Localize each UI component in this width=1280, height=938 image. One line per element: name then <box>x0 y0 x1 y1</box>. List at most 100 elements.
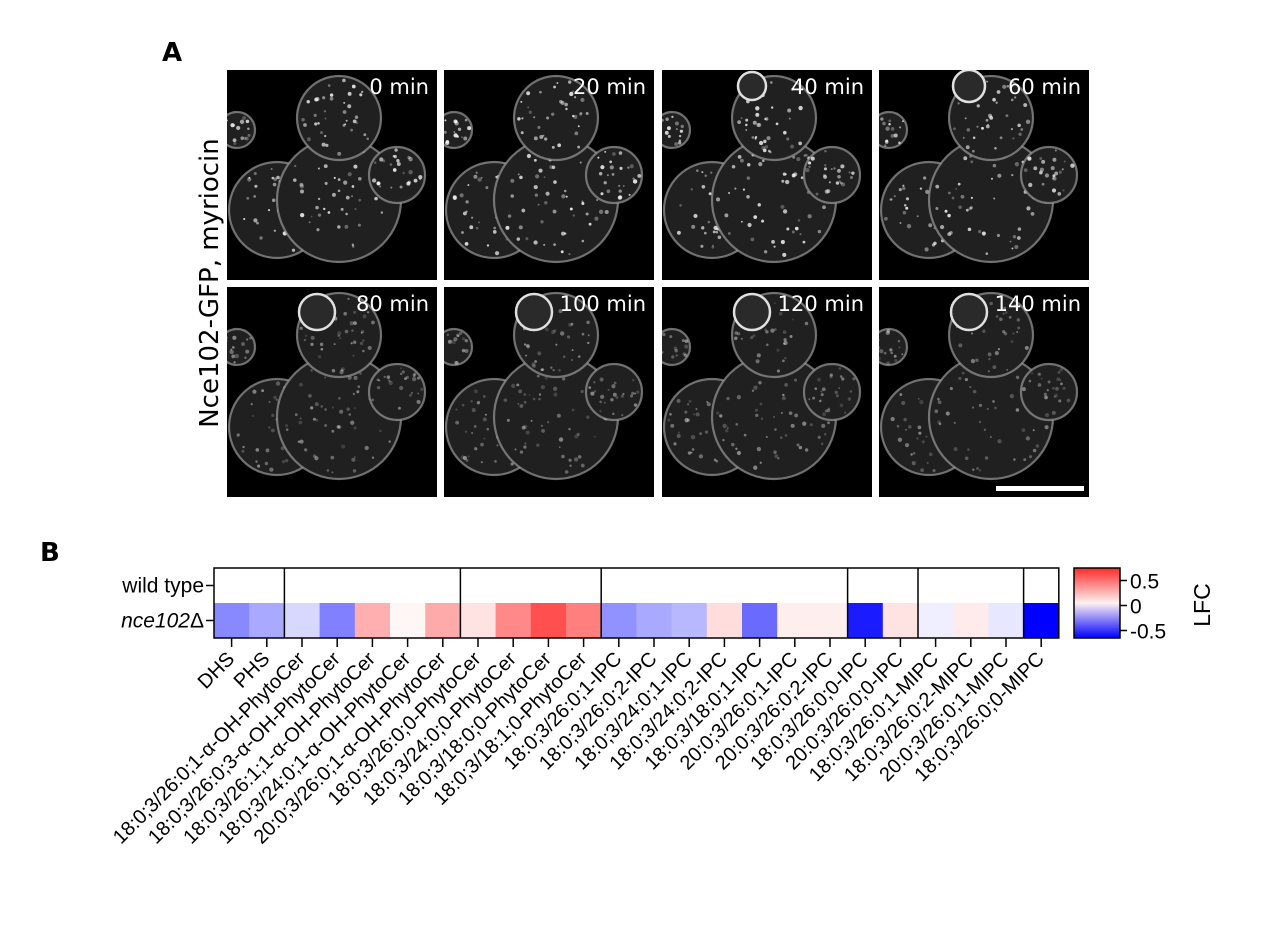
gfp-spot <box>1004 332 1008 336</box>
gfp-spot <box>924 247 929 252</box>
gfp-spot <box>752 334 756 338</box>
gfp-spot <box>543 176 546 179</box>
gfp-spot <box>357 385 361 388</box>
heatmap-cell <box>988 603 1025 639</box>
gfp-spot <box>824 432 827 436</box>
gfp-spot <box>972 389 977 394</box>
heatmap-cell <box>495 603 532 639</box>
gfp-spot <box>1054 149 1057 152</box>
gfp-spot <box>577 125 580 128</box>
gfp-spot <box>662 351 663 355</box>
heatmap-cell <box>847 603 884 639</box>
heatmap-cell <box>319 603 356 639</box>
gfp-spot <box>879 356 881 360</box>
gfp-spot <box>553 392 558 397</box>
gfp-spot <box>315 418 319 422</box>
gfp-spot <box>353 407 356 410</box>
gfp-spot <box>731 165 736 169</box>
cell-outline <box>227 327 257 367</box>
gfp-spot <box>553 180 557 184</box>
gfp-spot <box>271 198 276 203</box>
gfp-spot <box>746 195 750 199</box>
gfp-spot <box>394 148 398 152</box>
gfp-spot <box>354 456 356 458</box>
gfp-spot <box>536 443 540 447</box>
gfp-spot <box>357 223 361 227</box>
gfp-spot <box>561 377 566 381</box>
gfp-spot <box>627 166 630 169</box>
gfp-spot <box>699 432 702 435</box>
gfp-spot <box>371 178 377 183</box>
gfp-spot <box>574 131 579 136</box>
gfp-spot <box>628 193 631 196</box>
gfp-spot <box>1044 395 1048 400</box>
gfp-spot <box>671 355 675 359</box>
gfp-spot <box>964 378 969 382</box>
gfp-spot <box>1004 311 1008 314</box>
gfp-spot <box>995 101 998 104</box>
gfp-spot <box>988 113 993 118</box>
heatmap-cell <box>425 568 461 604</box>
gfp-spot <box>622 185 625 187</box>
gfp-spot <box>331 429 335 433</box>
gfp-spot <box>294 413 298 417</box>
gfp-spot <box>317 122 320 125</box>
micrograph-image <box>227 291 427 481</box>
gfp-spot <box>599 400 602 404</box>
gfp-spot <box>745 123 748 127</box>
gfp-spot <box>407 180 411 184</box>
gfp-spot <box>401 370 405 374</box>
gfp-spot <box>949 387 953 391</box>
gfp-spot <box>786 137 790 141</box>
gfp-spot <box>359 341 364 346</box>
gfp-spot <box>536 374 540 378</box>
gfp-spot <box>276 175 280 180</box>
gfp-spot <box>528 394 531 396</box>
gfp-spot <box>399 385 404 391</box>
gfp-spot <box>521 425 526 430</box>
gfp-spot <box>317 197 321 201</box>
gfp-spot <box>1026 206 1031 211</box>
gfp-spot <box>976 125 979 128</box>
micrograph-image <box>227 74 427 264</box>
gfp-spot <box>812 396 816 400</box>
gfp-spot <box>1052 176 1057 181</box>
gfp-spot <box>533 185 538 190</box>
gfp-spot <box>970 160 974 164</box>
gfp-spot <box>1051 410 1056 415</box>
gfp-spot <box>839 403 844 408</box>
gfp-spot <box>611 384 616 389</box>
gfp-spot <box>780 412 783 414</box>
gfp-spot <box>1015 375 1020 380</box>
gfp-spot <box>273 177 278 181</box>
gfp-spot <box>752 120 757 125</box>
gfp-spot <box>746 176 751 180</box>
gfp-spot <box>514 448 517 451</box>
gfp-spot <box>337 225 341 229</box>
gfp-spot <box>359 93 363 97</box>
gfp-spot <box>1046 389 1049 392</box>
gfp-spot <box>327 211 331 214</box>
heatmap-cell <box>1023 568 1060 604</box>
cell-outline <box>879 110 909 150</box>
heatmap-cell <box>354 568 391 604</box>
gfp-spot <box>889 348 893 352</box>
gfp-spot <box>935 184 940 189</box>
gfp-spot <box>568 253 571 256</box>
gfp-spot <box>284 424 289 428</box>
gfp-spot <box>734 336 738 341</box>
gfp-spot <box>1010 340 1014 343</box>
gfp-spot <box>782 393 785 397</box>
gfp-spot <box>937 397 940 401</box>
gfp-spot <box>299 382 303 387</box>
gfp-spot <box>261 389 265 393</box>
gfp-spot <box>960 194 965 199</box>
gfp-spot <box>376 385 381 390</box>
gfp-spot <box>517 117 521 121</box>
gfp-spot <box>252 389 257 394</box>
gfp-spot <box>782 252 787 257</box>
gfp-spot <box>1025 119 1031 125</box>
gfp-spot <box>902 120 904 123</box>
gfp-spot <box>503 398 508 402</box>
gfp-spot <box>618 184 621 187</box>
